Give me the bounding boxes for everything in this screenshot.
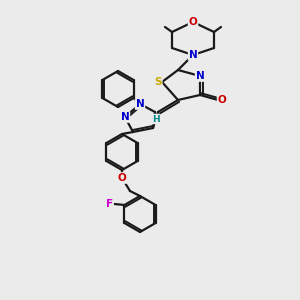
Text: N: N <box>121 112 129 122</box>
Text: S: S <box>154 77 162 87</box>
Text: O: O <box>118 173 126 183</box>
Text: O: O <box>189 17 197 27</box>
Text: N: N <box>136 99 144 109</box>
Text: N: N <box>196 71 204 81</box>
Text: H: H <box>152 115 160 124</box>
Text: F: F <box>106 199 113 209</box>
Text: O: O <box>218 95 226 105</box>
Text: N: N <box>189 50 197 60</box>
